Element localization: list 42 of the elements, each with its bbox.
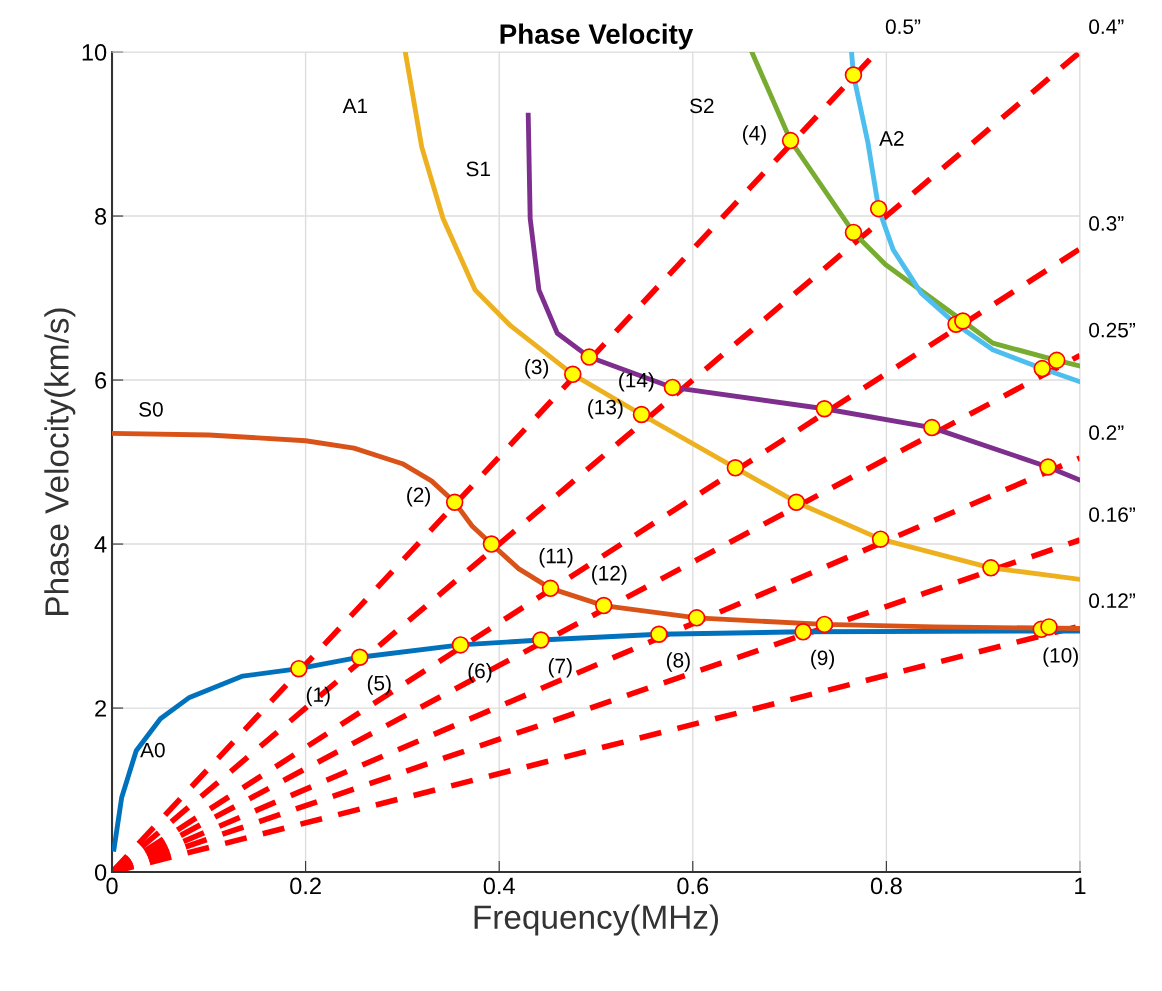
y-tick-label: 10 xyxy=(82,44,107,61)
series-label: A2 xyxy=(879,131,904,146)
series-label: 0.25” xyxy=(1089,322,1136,338)
series-label: 0.12” xyxy=(1089,593,1136,609)
x-tick-label: 0.4 xyxy=(483,877,515,895)
series-label: 0.5” xyxy=(885,19,921,35)
annotation: (7) xyxy=(548,658,572,678)
annotation: (10) xyxy=(1043,647,1078,667)
series-label: A0 xyxy=(140,742,165,758)
series-label: 0.16” xyxy=(1089,507,1136,522)
x-tick-label: 1 xyxy=(1075,877,1086,895)
annotation: (6) xyxy=(468,662,492,683)
text: S2 xyxy=(690,98,714,114)
annotation: (4) xyxy=(743,125,766,145)
y-axis-title: Phase Velocity(km/s) xyxy=(44,308,76,615)
annotation: (13) xyxy=(588,399,623,419)
series-label: 0.3” xyxy=(1089,216,1124,231)
x-tick-label: 0.6 xyxy=(677,877,709,895)
x-tick-label: 0 xyxy=(106,877,118,895)
x-axis-title: Frequency(MHz) xyxy=(474,904,719,936)
series-label: 0.4” xyxy=(1089,19,1124,35)
text: A1 xyxy=(342,98,368,113)
y-tick-label: 6 xyxy=(95,372,107,389)
x-tick-label: 0.8 xyxy=(870,877,902,895)
annotation: (3) xyxy=(525,359,549,379)
annotation: (2) xyxy=(407,486,430,507)
y-tick-label: 2 xyxy=(95,700,106,717)
series-label: S0 xyxy=(139,401,163,417)
annotation: (1) xyxy=(306,686,330,707)
annotation: (8) xyxy=(666,652,690,672)
annotation: (11) xyxy=(539,548,573,568)
annotation: (5) xyxy=(367,675,391,695)
x-tick-label: 0.2 xyxy=(290,877,321,895)
y-tick-label: 8 xyxy=(95,208,107,225)
series-label: 0.2” xyxy=(1089,425,1124,440)
annotation: (12) xyxy=(592,565,627,585)
y-tick-label: 0 xyxy=(94,864,107,881)
series-label: S1 xyxy=(466,161,490,177)
y-tick-label: 4 xyxy=(94,536,107,553)
annotation: (9) xyxy=(811,649,835,670)
annotation: (14) xyxy=(619,372,654,392)
chart-title: Phase Velocity xyxy=(500,23,694,50)
